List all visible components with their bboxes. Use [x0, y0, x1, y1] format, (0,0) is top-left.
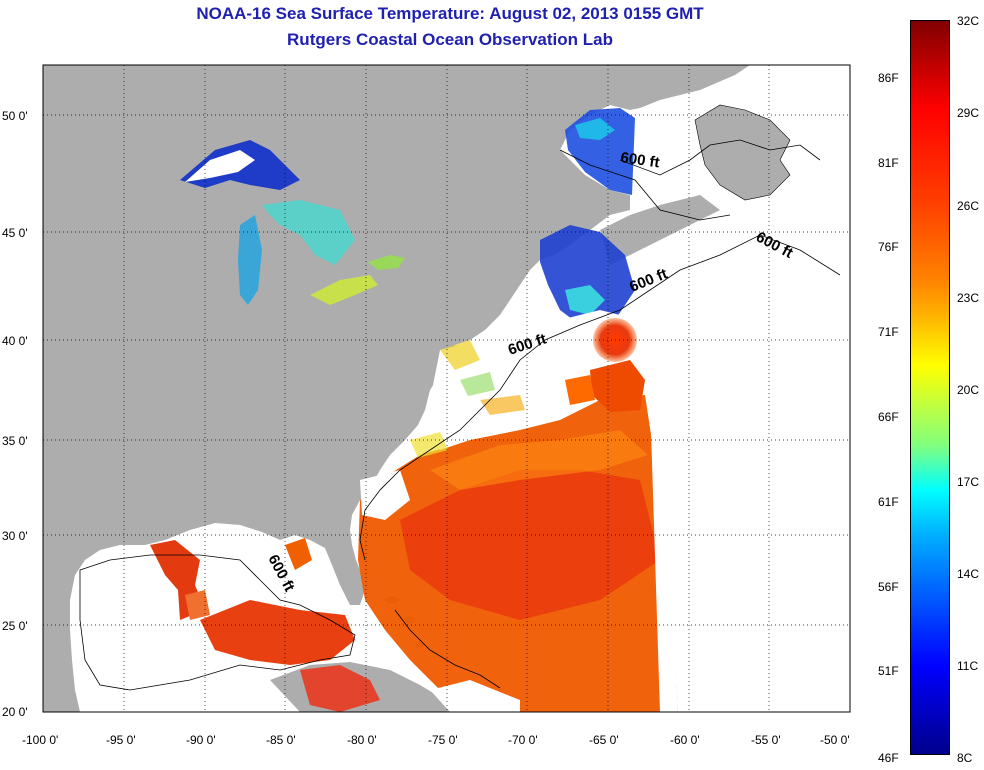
- lon-tick: -85 0': [266, 733, 296, 747]
- map-subtitle: Rutgers Coastal Ocean Observation Lab: [287, 30, 613, 49]
- colorbar-c-label: 14C: [957, 567, 980, 581]
- lon-tick: -65 0': [589, 733, 619, 747]
- lat-tick: 40 0': [2, 334, 28, 348]
- colorbar-c-label: 11C: [957, 659, 979, 673]
- lon-tick: -95 0': [106, 733, 136, 747]
- lon-tick: -60 0': [670, 733, 700, 747]
- colorbar-c-label: 29C: [957, 106, 980, 120]
- lat-tick: 30 0': [2, 529, 28, 543]
- colorbar-c-label: 32C: [957, 14, 980, 28]
- great-lakes: [180, 140, 405, 305]
- lat-tick: 35 0': [2, 434, 28, 448]
- lon-tick: -70 0': [508, 733, 538, 747]
- map-title: NOAA-16 Sea Surface Temperature: August …: [196, 4, 704, 23]
- colorbar-c-label: 17C: [957, 475, 980, 489]
- temperature-colorbar: [910, 20, 950, 755]
- sst-map: 600 ft 600 ft 600 ft 600 ft 600 ft 50 0'…: [2, 64, 851, 747]
- sst-gulf-of-maine: [540, 225, 635, 325]
- land-newfoundland: [694, 104, 791, 201]
- lat-tick: 50 0': [2, 109, 28, 123]
- colorbar-c-label: 8C: [957, 751, 973, 765]
- colorbar-f-label: 61F: [878, 495, 899, 509]
- colorbar-c-label: 23C: [957, 291, 980, 305]
- contour-600ft: [79, 139, 841, 691]
- lat-tick: 20 0': [2, 705, 28, 719]
- sst-streaks: [410, 340, 525, 458]
- colorbar-f-label: 56F: [878, 580, 899, 594]
- graticule: [43, 65, 850, 712]
- lon-tick: -50 0': [820, 733, 850, 747]
- colorbar-c-label: 26C: [957, 199, 980, 213]
- colorbar-f-label: 76F: [878, 240, 899, 254]
- lon-tick: -90 0': [186, 733, 216, 747]
- contour-label: 600 ft: [619, 149, 660, 171]
- colorbar-f-label: 81F: [878, 156, 899, 170]
- lon-tick: -55 0': [751, 733, 781, 747]
- colorbar-f-label: 51F: [878, 664, 899, 678]
- lat-tick: 45 0': [2, 226, 28, 240]
- colorbar-f-label: 71F: [878, 325, 899, 339]
- colorbar-f-label: 86F: [878, 71, 899, 85]
- colorbar-f-label: 46F: [878, 751, 899, 765]
- lat-tick-labels: 50 0' 45 0' 40 0' 35 0' 30 0' 25 0' 20 0…: [2, 109, 28, 719]
- lat-tick: 25 0': [2, 619, 28, 633]
- colorbar-c-label: 20C: [957, 383, 980, 397]
- land-maritimes: [600, 195, 720, 265]
- colorbar-f-label: 66F: [878, 410, 899, 424]
- lon-tick: -75 0': [428, 733, 458, 747]
- lon-tick-labels: -100 0' -95 0' -90 0' -85 0' -80 0' -75 …: [22, 733, 850, 747]
- lon-tick: -100 0': [22, 733, 58, 747]
- lon-tick: -80 0': [347, 733, 377, 747]
